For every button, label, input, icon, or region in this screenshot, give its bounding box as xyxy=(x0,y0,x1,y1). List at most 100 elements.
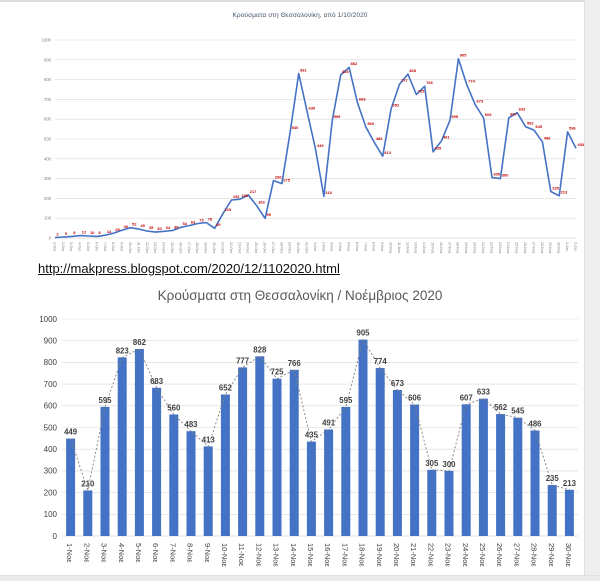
svg-text:30: 30 xyxy=(157,226,162,231)
svg-text:28-Οκτ: 28-Οκτ xyxy=(279,242,283,254)
svg-text:3-Νοε: 3-Νοε xyxy=(100,543,109,563)
svg-text:633: 633 xyxy=(519,106,526,111)
x-axis-labels: 1-Οκτ 2-Οκτ 3-Οκτ 4-Οκτ 5-Οκτ 6-Οκτ 7-Οκτ 8-Οκτ… xyxy=(52,242,577,254)
svg-text:673: 673 xyxy=(477,99,484,104)
svg-text:24-Νοε: 24-Νοε xyxy=(506,242,510,254)
svg-text:52: 52 xyxy=(132,222,137,227)
svg-text:300: 300 xyxy=(44,467,58,476)
bar xyxy=(547,485,557,536)
svg-text:545: 545 xyxy=(535,124,542,129)
svg-text:8: 8 xyxy=(73,230,76,235)
svg-text:22-Νοε: 22-Νοε xyxy=(489,242,493,254)
svg-text:483: 483 xyxy=(184,420,198,429)
svg-text:800: 800 xyxy=(44,358,58,367)
svg-text:673: 673 xyxy=(391,379,405,388)
bar xyxy=(220,394,230,536)
svg-text:235: 235 xyxy=(546,474,560,483)
svg-text:700: 700 xyxy=(44,380,58,389)
svg-text:26-Νοε: 26-Νοε xyxy=(523,242,527,254)
svg-text:540: 540 xyxy=(292,125,299,130)
page-edge-bottom xyxy=(0,575,600,581)
svg-text:774: 774 xyxy=(374,357,388,366)
page-edge-top xyxy=(0,0,600,2)
svg-text:19-Νοε: 19-Νοε xyxy=(375,543,384,567)
svg-text:5: 5 xyxy=(65,231,68,236)
svg-text:777: 777 xyxy=(401,78,408,83)
x-axis-labels: 1-Νοε 2-Νοε 3-Νοε 4-Νοε 5-Νοε 6-Νοε 7-Νοε 8-Νοε… xyxy=(65,543,573,567)
svg-text:100: 100 xyxy=(44,216,52,221)
bar xyxy=(238,367,248,536)
svg-text:9-Νοε: 9-Νοε xyxy=(380,242,384,252)
svg-text:31-Οκτ: 31-Οκτ xyxy=(304,242,308,254)
svg-text:400: 400 xyxy=(44,445,58,454)
svg-text:600: 600 xyxy=(44,117,52,122)
svg-text:30-Νοε: 30-Νοε xyxy=(564,543,573,567)
svg-text:453: 453 xyxy=(577,142,584,147)
source-link[interactable]: http://makpress.blogspot.com/2020/12/110… xyxy=(38,261,340,276)
bar xyxy=(306,441,316,536)
bar xyxy=(66,438,76,536)
svg-text:10: 10 xyxy=(90,230,95,235)
svg-text:23-Οκτ: 23-Οκτ xyxy=(237,242,241,254)
svg-text:14: 14 xyxy=(107,229,112,234)
svg-text:20-Νοε: 20-Νοε xyxy=(392,543,401,567)
page-edge-right xyxy=(584,0,600,581)
svg-text:560: 560 xyxy=(167,403,181,412)
svg-text:10-Οκτ: 10-Οκτ xyxy=(128,242,132,254)
svg-text:11-Οκτ: 11-Οκτ xyxy=(136,242,140,254)
svg-text:15-Οκτ: 15-Οκτ xyxy=(170,242,174,254)
svg-text:2-Νοε: 2-Νοε xyxy=(82,543,91,563)
svg-text:831: 831 xyxy=(300,67,307,72)
svg-text:163: 163 xyxy=(258,200,265,205)
svg-text:683: 683 xyxy=(150,377,164,386)
svg-text:28-Νοε: 28-Νοε xyxy=(540,242,544,254)
svg-text:413: 413 xyxy=(384,150,391,155)
svg-text:5-Νοε: 5-Νοε xyxy=(346,242,350,252)
svg-text:1-Νοε: 1-Νοε xyxy=(65,543,74,563)
svg-text:9-Οκτ: 9-Οκτ xyxy=(120,242,124,252)
svg-text:828: 828 xyxy=(409,68,416,73)
svg-text:862: 862 xyxy=(351,61,358,66)
gridlines xyxy=(62,318,578,537)
svg-text:400: 400 xyxy=(44,156,52,161)
svg-text:652: 652 xyxy=(393,103,400,108)
svg-text:30-Οκτ: 30-Οκτ xyxy=(296,242,300,254)
svg-text:17-Νοε: 17-Νοε xyxy=(340,543,349,567)
bar xyxy=(324,429,334,536)
svg-text:900: 900 xyxy=(44,57,52,62)
svg-text:16-Οκτ: 16-Οκτ xyxy=(178,242,182,254)
line-chart-panel: 0 100 200 300 400 500 600 700 800 900 1000 1-Οκτ 2-Ο… xyxy=(0,6,600,258)
bar xyxy=(358,339,368,536)
svg-text:40: 40 xyxy=(124,224,129,229)
y-axis-labels: 0 100 200 300 400 500 600 700 800 900 1000 xyxy=(39,315,57,541)
svg-text:13-Νοε: 13-Νοε xyxy=(414,242,418,254)
svg-text:4-Οκτ: 4-Οκτ xyxy=(78,242,82,252)
svg-text:800: 800 xyxy=(44,77,52,82)
svg-text:29-Νοε: 29-Νοε xyxy=(548,242,552,254)
svg-text:16-Νοε: 16-Νοε xyxy=(323,543,332,567)
source-link-row: http://makpress.blogspot.com/2020/12/110… xyxy=(38,260,340,278)
svg-text:25-Οκτ: 25-Οκτ xyxy=(254,242,258,254)
svg-text:2-Οκτ: 2-Οκτ xyxy=(61,242,65,252)
svg-text:29-Νοε: 29-Νοε xyxy=(547,543,556,567)
bar-chart-svg: 0 100 200 300 400 500 600 700 800 900 1000 1-Νοε 2-Ν… xyxy=(39,315,578,567)
bar xyxy=(289,369,299,536)
svg-text:3-Οκτ: 3-Οκτ xyxy=(69,242,73,252)
svg-text:545: 545 xyxy=(511,407,525,416)
svg-text:639: 639 xyxy=(308,105,315,110)
bar xyxy=(461,404,471,536)
svg-text:25-Νοε: 25-Νοε xyxy=(478,543,487,567)
bar xyxy=(83,490,93,536)
svg-text:8-Οκτ: 8-Οκτ xyxy=(111,242,115,252)
svg-text:28-Νοε: 28-Νοε xyxy=(530,543,539,567)
svg-text:491: 491 xyxy=(322,418,336,427)
bar xyxy=(427,469,437,536)
svg-text:595: 595 xyxy=(339,396,353,405)
svg-text:14-Νοε: 14-Νοε xyxy=(289,543,298,567)
svg-text:1-Νοε: 1-Νοε xyxy=(313,242,317,252)
y-axis-labels: 0 100 200 300 400 500 600 700 800 900 1000 xyxy=(42,37,52,240)
bar xyxy=(513,417,523,536)
svg-text:1-Οκτ: 1-Οκτ xyxy=(52,242,56,252)
svg-text:435: 435 xyxy=(435,146,442,151)
